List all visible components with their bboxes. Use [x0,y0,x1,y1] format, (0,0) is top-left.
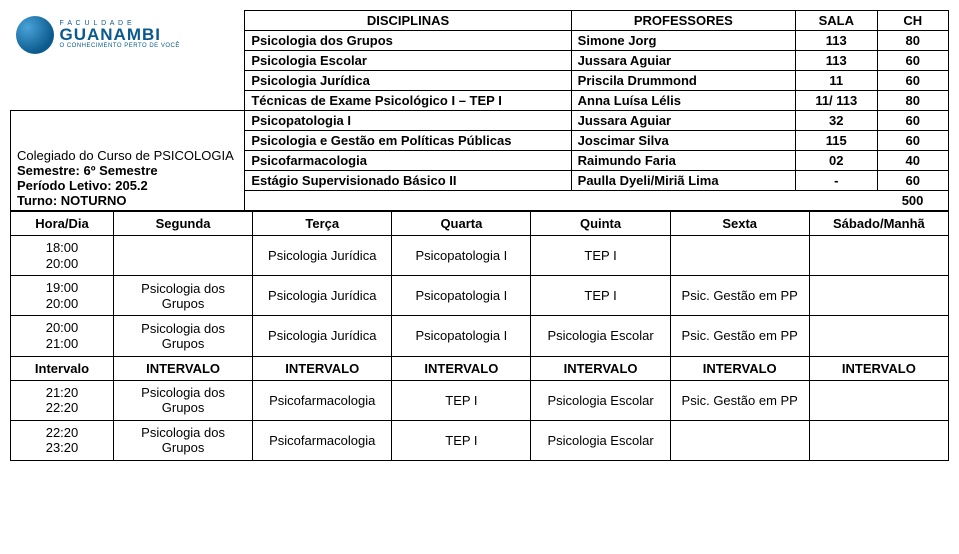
sched-cell: Psicologia dosGrupos [114,276,253,316]
meta-line: Período Letivo: 205.2 [17,178,238,193]
logo-icon [16,16,54,54]
sched-header: Sábado/Manhã [809,212,948,236]
disc-header-4: CH [877,11,948,31]
interval-cell: INTERVALO [392,356,531,380]
sched-row: 19:0020:00 Psicologia dosGrupos Psicolog… [11,276,949,316]
sched-header: Quinta [531,212,670,236]
sched-header: Sexta [670,212,809,236]
sched-cell: Psicofarmacologia [253,420,392,460]
sched-cell [809,380,948,420]
sched-cell: Psicologia dosGrupos [114,380,253,420]
sched-row: 20:0021:00 Psicologia dosGrupos Psicolog… [11,316,949,356]
sched-cell: Psicologia Jurídica [253,316,392,356]
sched-cell [809,276,948,316]
sched-cell: Psicologia Escolar [531,420,670,460]
sched-cell: Psic. Gestão em PP [670,276,809,316]
interval-cell: INTERVALO [670,356,809,380]
sched-cell [114,236,253,276]
sched-header-row: Hora/Dia Segunda Terça Quarta Quinta Sex… [11,212,949,236]
sched-header: Segunda [114,212,253,236]
interval-cell: INTERVALO [531,356,670,380]
sched-header: Quarta [392,212,531,236]
logo-sub: O CONHECIMENTO PERTO DE VOCÊ [60,43,180,49]
disc-header-3: SALA [796,11,878,31]
sched-cell: Psicologia Jurídica [253,236,392,276]
sched-cell: Psic. Gestão em PP [670,316,809,356]
sched-cell: TEP I [392,420,531,460]
disciplines-table: F A C U L D A D E GUANAMBI O CONHECIMENT… [10,10,949,211]
sched-cell: Psicologia dosGrupos [114,420,253,460]
sched-header: Hora/Dia [11,212,114,236]
interval-cell: INTERVALO [809,356,948,380]
course-meta: Colegiado do Curso de PSICOLOGIA Semestr… [11,111,245,211]
sched-row: 22:2023:20 Psicologia dosGrupos Psicofar… [11,420,949,460]
sched-cell: Psicologia Escolar [531,380,670,420]
sched-cell: Psicologia Jurídica [253,276,392,316]
disc-header-2: PROFESSORES [571,11,795,31]
interval-row: Intervalo INTERVALO INTERVALO INTERVALO … [11,356,949,380]
meta-line: Colegiado do Curso de PSICOLOGIA [17,148,238,163]
disc-header-1: DISCIPLINAS [245,11,571,31]
sched-cell: Psicofarmacologia [253,380,392,420]
sched-cell: Psicopatologia I [392,236,531,276]
sched-row: 18:0020:00 Psicologia Jurídica Psicopato… [11,236,949,276]
sched-cell: Psicopatologia I [392,276,531,316]
meta-line: Semestre: 6º Semestre [17,163,238,178]
meta-line: Turno: NOTURNO [17,193,238,208]
sched-cell [670,236,809,276]
sched-cell [670,420,809,460]
sched-cell: Psicologia Escolar [531,316,670,356]
sched-cell: TEP I [531,276,670,316]
sched-cell [809,316,948,356]
disc-total: 500 [877,191,948,211]
interval-cell: INTERVALO [253,356,392,380]
interval-cell: INTERVALO [114,356,253,380]
sched-cell: TEP I [392,380,531,420]
sched-header: Terça [253,212,392,236]
sched-cell: TEP I [531,236,670,276]
sched-cell: Psicopatologia I [392,316,531,356]
interval-label: Intervalo [11,356,114,380]
schedule-table: Hora/Dia Segunda Terça Quarta Quinta Sex… [10,211,949,461]
sched-cell [809,420,948,460]
disc-row: Colegiado do Curso de PSICOLOGIA Semestr… [11,111,949,131]
sched-cell [809,236,948,276]
sched-cell: Psic. Gestão em PP [670,380,809,420]
logo: F A C U L D A D E GUANAMBI O CONHECIMENT… [11,11,201,59]
logo-name: GUANAMBI [60,27,180,42]
sched-cell: Psicologia dosGrupos [114,316,253,356]
sched-row: 21:2022:20 Psicologia dosGrupos Psicofar… [11,380,949,420]
